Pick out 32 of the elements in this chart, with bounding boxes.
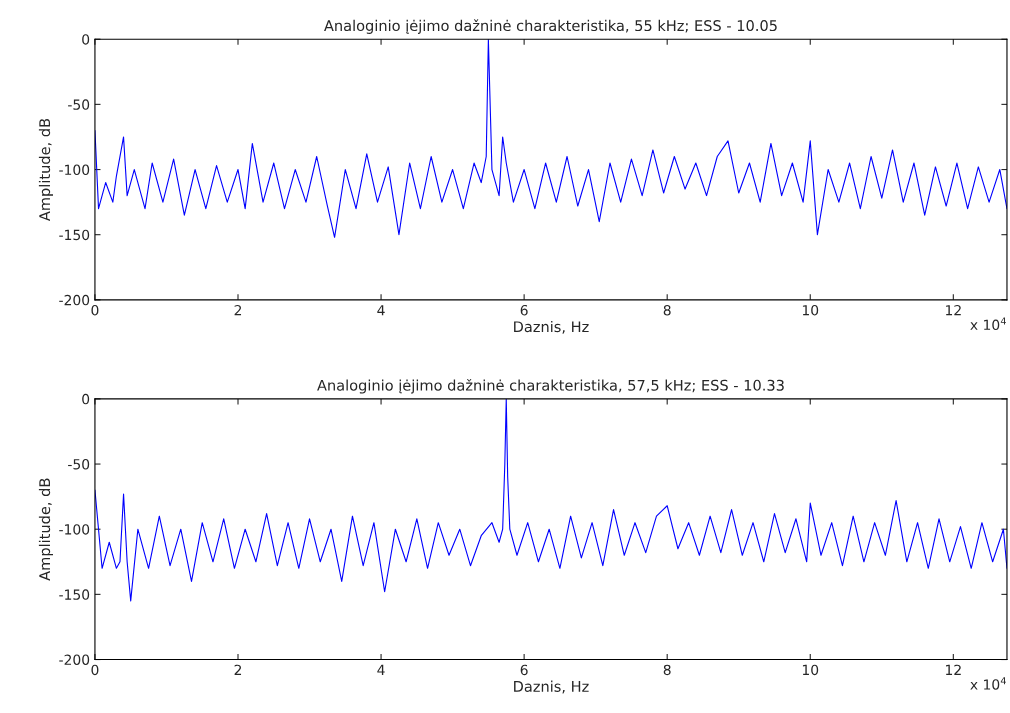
x-tick-label: 10 [802, 664, 819, 676]
x-tick-label: 6 [520, 304, 528, 316]
chart-title: Analoginio įėjimo dažninė charakteristika, 57,5 kHz; ESS - 10.33 [317, 378, 784, 394]
x-tick-label: 0 [91, 664, 99, 676]
y-tick-label: 0 [82, 393, 90, 405]
x-tick-label: 2 [234, 664, 242, 675]
x-tick-label: 0 [91, 304, 99, 316]
x-tick-label: 6 [520, 664, 528, 676]
y-tick-label: -50 [68, 99, 90, 110]
x-tick-label: 8 [663, 304, 671, 316]
y-tick-label: 0 [82, 34, 90, 45]
y-tick-label: -200 [59, 654, 90, 665]
y-tick-label: -150 [59, 589, 90, 600]
x-tick-label: 4 [377, 664, 385, 675]
y-tick-label: -50 [68, 459, 90, 470]
text: x 10$^{4}$ [970, 677, 1006, 690]
x-tick-label: 4 [377, 305, 385, 316]
y-tick-label: -100 [59, 164, 90, 176]
x-axis-title: Daznis, Hz [514, 680, 589, 694]
x-tick-label: 8 [663, 664, 671, 676]
y-tick-label: -150 [59, 229, 90, 241]
y-tick-label: -100 [59, 524, 90, 535]
x-tick-label: 12 [946, 304, 961, 316]
x-tick-label: 10 [802, 304, 819, 316]
y-axis-title: Amplitude, dB [38, 478, 53, 581]
text: x 10$^{4}$ [970, 317, 1006, 331]
chart-title: Analoginio įėjimo dažninė charakteristika, 55 kHz; ESS - 10.05 [324, 19, 777, 34]
y-axis-title: Amplitude, dB [38, 118, 53, 222]
x-tick-label: 12 [946, 664, 961, 675]
x-axis-title: Daznis, Hz [514, 320, 589, 334]
x-tick-label: 2 [234, 304, 242, 316]
y-tick-label: -200 [59, 294, 90, 306]
